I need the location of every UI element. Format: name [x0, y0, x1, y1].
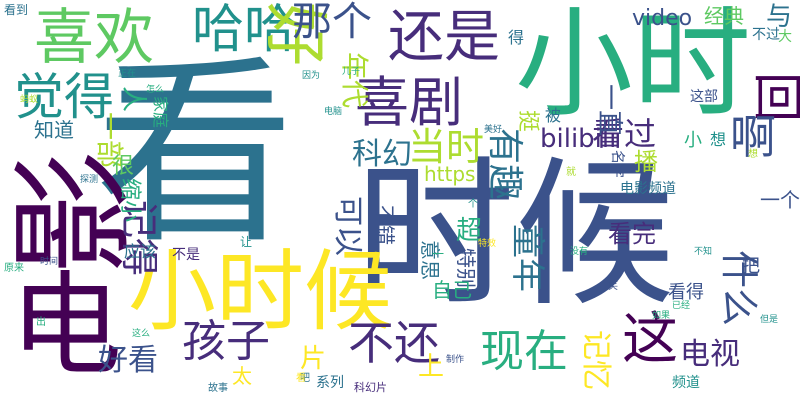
word-mayi: 蚂蚁 [20, 95, 39, 105]
word-zhizuo: 制作 [446, 355, 465, 365]
word-kanguo: 看过 [592, 115, 657, 153]
word-texiao: 特效 [478, 239, 497, 249]
word-ge: 个 [468, 199, 478, 210]
word-juede: 觉得 [14, 68, 114, 126]
word-haokan: 好看 [98, 343, 158, 378]
word-yijing: 已经 [672, 301, 691, 311]
word-pian: 片 [300, 344, 327, 374]
word-chu: 出 [36, 317, 46, 328]
word-haha: 哈哈 [192, 0, 297, 60]
word-buzhi: 不知 [694, 247, 713, 257]
word-kehuanpian: 科幻片 [354, 381, 387, 394]
word-xiang2: 想 [748, 149, 758, 160]
word-buhuan: 不还 [348, 316, 440, 370]
word-shihou: 时候 [355, 141, 676, 328]
word-rang: 让 [240, 235, 253, 249]
word-xiaoshi: 小时 [515, 0, 752, 133]
word-yinwei: 因为 [302, 71, 321, 81]
word-haizi: 孩子 [182, 316, 270, 367]
word-jiu: 就 [566, 167, 576, 178]
word-yuanlai: 原来 [4, 263, 24, 274]
word-kehuan: 科幻 [352, 137, 412, 172]
word-kan: 看 [95, 38, 296, 271]
word-dianshi: 电视 [680, 337, 740, 372]
word-ba: 把 [742, 256, 760, 277]
word-tongnian: 童年 [507, 224, 547, 292]
word-bushi: 不是 [172, 247, 200, 263]
word-ren: 人 [118, 86, 148, 113]
word-bilibili: bilibili [540, 124, 617, 154]
word-keyi: 可以 [330, 196, 365, 256]
word-xianzai: 现在 [480, 326, 568, 377]
word-https: https [424, 162, 476, 186]
word-shang: 上 [418, 352, 445, 382]
word-diannao: 电脑 [324, 107, 343, 117]
word-pindao: 频道 [672, 375, 700, 391]
word-xiju: 喜剧 [355, 71, 463, 134]
word-xiang: 想 [710, 130, 727, 149]
word-yi: 一 [432, 247, 445, 261]
word-yizhi: 一直 [594, 84, 624, 137]
word-zhe: 这 [622, 307, 678, 372]
word-ba2: 吧 [300, 373, 310, 384]
word-xihuan: 喜欢 [34, 3, 154, 73]
word-shijian: 时间 [40, 257, 59, 267]
word-de: 得 [508, 28, 525, 47]
word-kan2: 看 [296, 373, 306, 384]
word-yu: 与 [766, 2, 793, 32]
word-meiyou: 没有 [570, 247, 589, 257]
word-xi: 系列 [316, 375, 344, 391]
word-da: 大 [778, 29, 792, 45]
word-dangshi: 当时 [408, 125, 485, 169]
word-tai: 太 [232, 364, 252, 388]
word-ziji: 自己 [432, 278, 472, 302]
word-xiao: 小 [684, 130, 702, 151]
word-video: video [632, 6, 693, 31]
word-zhengzai: 正在 [118, 69, 137, 79]
word-dian: 电 [10, 261, 122, 391]
word-zhebu: 这部 [690, 89, 718, 105]
word-yige: 一个 [760, 188, 800, 212]
word-xiaoshihou: 小时候 [128, 240, 393, 343]
word-kanwan: 看完 [608, 220, 656, 248]
word-tanxian: 探测 [80, 175, 99, 185]
word-dianyingpindao: 电影频道 [620, 181, 676, 197]
word-ting: 挺 [515, 110, 540, 133]
word-kandao: 看到 [4, 3, 29, 17]
word-zenme: 怎么 [146, 85, 165, 95]
word-youqu: 有趣 [484, 128, 525, 201]
word-chao: 超 [456, 216, 483, 246]
word-zheme: 这么 [132, 329, 151, 339]
word-danshi: 但是 [760, 315, 779, 325]
word-gushi: 故事 [208, 383, 228, 394]
word-niandai: 年代 [338, 52, 371, 109]
word-a: 啊 [730, 110, 776, 164]
word-buguo: 不过 [752, 27, 780, 43]
word-hen: 很 [112, 154, 135, 179]
word-ying-small: 应该 [124, 242, 157, 261]
word-nage: 那个 [292, 0, 372, 45]
word-bo: 播 [634, 148, 658, 176]
word-haishi: 还是 [388, 5, 500, 70]
word-zhidao: 知道 [34, 118, 74, 142]
word-mingzi: 名字 [609, 150, 625, 178]
word-jiyi: 记忆 [578, 330, 613, 390]
word-bei: 被 [545, 106, 562, 125]
word-xiao2: 笑 [608, 281, 618, 292]
word-jingdian: 经典 [704, 4, 744, 28]
word-bucuo: 不错 [373, 205, 397, 245]
word-erzi: 儿子 [342, 67, 361, 77]
word-meishi: 美好 [484, 125, 503, 135]
word-jiating: 家庭 [151, 96, 170, 129]
word-ruguo: 如果 [652, 311, 671, 321]
word-suoxiao: 缩小 [117, 178, 142, 223]
word-kande: 看得 [668, 282, 704, 303]
